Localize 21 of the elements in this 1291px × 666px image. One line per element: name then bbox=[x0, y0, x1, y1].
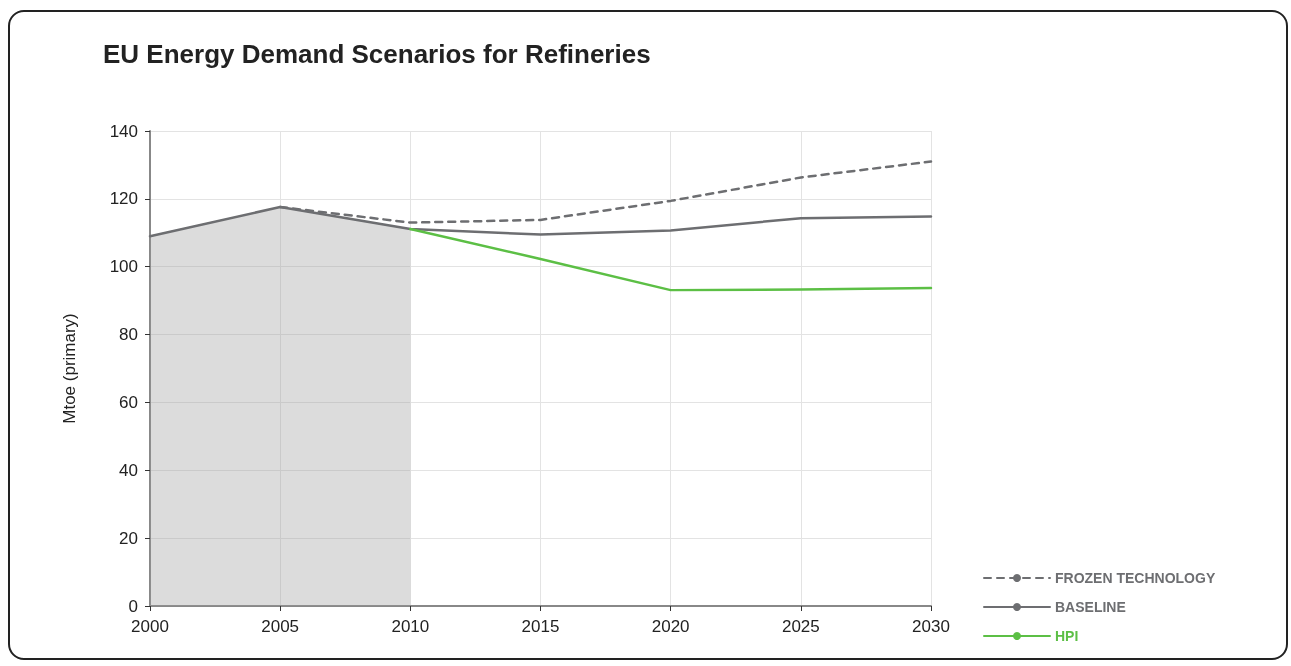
y-tick-label: 20 bbox=[119, 528, 138, 548]
y-tick-label: 120 bbox=[109, 189, 138, 209]
legend-label: HPI bbox=[1055, 628, 1079, 644]
x-tick-label: 2000 bbox=[131, 617, 169, 636]
y-tick-label: 0 bbox=[128, 596, 138, 616]
legend-label: BASELINE bbox=[1055, 599, 1126, 615]
x-tick-label: 2020 bbox=[651, 617, 690, 636]
y-tick-label: 140 bbox=[109, 121, 138, 141]
y-tick-label: 40 bbox=[119, 460, 138, 480]
chart-title: EU Energy Demand Scenarios for Refineries bbox=[103, 39, 651, 69]
x-tick-label: 2005 bbox=[261, 617, 300, 636]
x-tick-label: 2025 bbox=[781, 617, 820, 636]
line-series bbox=[409, 227, 933, 292]
y-tick-label: 100 bbox=[109, 257, 138, 277]
y-tick-label: 60 bbox=[119, 392, 138, 412]
y-axis-title: Mtoe (primary) bbox=[60, 313, 79, 424]
x-tick-label: 2010 bbox=[391, 617, 430, 636]
legend-label: FROZEN TECHNOLOGY bbox=[1055, 570, 1216, 586]
y-tick-label: 80 bbox=[119, 325, 138, 345]
x-tick-label: 2030 bbox=[912, 617, 950, 636]
x-tick-label: 2015 bbox=[521, 617, 560, 636]
